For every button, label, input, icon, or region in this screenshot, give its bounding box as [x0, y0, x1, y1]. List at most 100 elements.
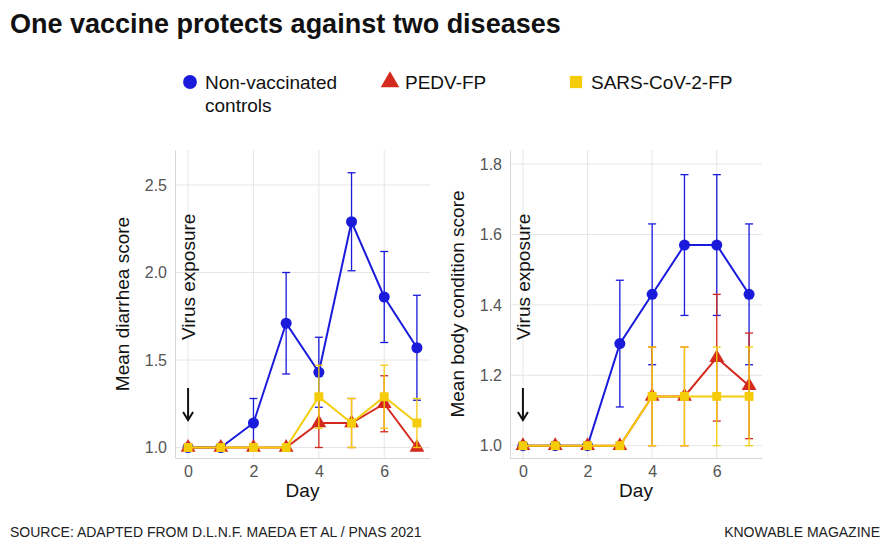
error-bar-cap	[680, 174, 688, 175]
marker	[680, 392, 689, 401]
error-bar-cap	[745, 332, 753, 333]
y-axis-title: Mean body condition score	[447, 190, 468, 417]
y-axis: 1.01.21.41.61.8	[480, 151, 511, 459]
y-tick: 2.0	[145, 264, 175, 281]
error-bar-cap	[315, 428, 323, 429]
title: One vaccine protects against two disease…	[10, 9, 561, 39]
marker	[380, 392, 389, 401]
y-tick: 1.2	[480, 367, 510, 384]
error-bar-cap	[745, 346, 753, 347]
x-tick: 4	[648, 458, 657, 480]
grid-line-y	[510, 375, 762, 376]
x-axis-line	[511, 458, 763, 459]
marker	[314, 392, 323, 401]
marker	[411, 342, 422, 353]
annotation: Virus exposure	[513, 214, 534, 420]
y-tick-label: 1.2	[480, 367, 502, 384]
legend-swatch	[381, 71, 400, 87]
panel: 02461.01.52.02.5DayMean diarrhea scoreVi…	[112, 150, 431, 501]
grid-line-x	[253, 150, 254, 458]
marker	[615, 441, 624, 450]
series-line	[188, 397, 417, 448]
legend-label: PEDV-FP	[405, 72, 486, 93]
y-tick: 1.0	[480, 437, 510, 454]
marker	[246, 439, 261, 452]
plot-area	[516, 175, 757, 452]
x-tick-label: 2	[250, 463, 259, 480]
x-tick: 6	[380, 458, 389, 480]
error-bar-cap	[680, 346, 688, 347]
marker	[744, 289, 755, 300]
y-tick-label: 1.0	[145, 439, 167, 456]
error-bar	[315, 365, 323, 428]
y-tick-label: 1.4	[480, 297, 502, 314]
marker	[412, 419, 421, 428]
marker	[548, 437, 563, 450]
grid-line-y	[175, 272, 430, 273]
error-bar-cap	[745, 445, 753, 446]
marker	[550, 440, 561, 451]
grid-line-x	[652, 150, 653, 458]
y-tick: 1.5	[145, 352, 175, 369]
grid	[175, 150, 430, 458]
error-bar-cap	[315, 447, 323, 448]
annotation-arrow	[522, 388, 524, 418]
error-bar-cap	[380, 431, 388, 432]
error-bar-cap	[348, 398, 356, 399]
annotation-text: Virus exposure	[178, 214, 199, 340]
error-bar-cap	[380, 251, 388, 252]
series	[181, 376, 425, 452]
panel: 02461.01.21.41.61.8DayMean body conditio…	[447, 150, 763, 501]
error-bar	[745, 347, 753, 446]
marker	[648, 392, 657, 401]
background	[0, 0, 890, 548]
error-bar-cap	[648, 346, 656, 347]
series	[184, 365, 422, 452]
legend-item: Non-vaccinatedcontrols	[183, 72, 337, 116]
error-bar-cap	[713, 346, 721, 347]
error-bar-cap	[616, 280, 624, 281]
legend-item: PEDV-FP	[381, 71, 487, 93]
credit: KNOWABLE MAGAZINE	[724, 524, 880, 540]
x-axis: 0246	[511, 458, 763, 480]
error-bar-cap	[648, 445, 656, 446]
y-axis: 1.0 1.5 2.0 2.5	[145, 151, 176, 459]
y-tick: 1.0	[145, 439, 175, 456]
marker	[215, 442, 226, 453]
marker	[712, 392, 721, 401]
x-tick-label: 6	[380, 463, 389, 480]
x-tick: 6	[713, 458, 722, 480]
error-bar	[680, 347, 688, 446]
marker	[184, 443, 193, 452]
error-bar-cap	[282, 373, 290, 374]
error-bar-cap	[348, 447, 356, 448]
annotation: Virus exposure	[178, 214, 199, 420]
annotation-arrowhead	[518, 412, 528, 420]
error-bar-cap	[315, 365, 323, 366]
series	[183, 173, 423, 453]
marker	[583, 441, 592, 450]
error-bar-cap	[413, 295, 421, 296]
marker	[518, 441, 527, 450]
x-axis-title: Day	[619, 480, 653, 501]
plot-area	[181, 173, 425, 453]
x-tick-label: 4	[648, 463, 657, 480]
error-bar-cap	[745, 223, 753, 224]
marker	[213, 439, 228, 452]
annotation-arrowhead	[183, 412, 193, 420]
legend-label: Non-vaccinatedcontrols	[205, 72, 337, 116]
series	[517, 175, 754, 452]
marker	[551, 441, 560, 450]
x-tick-label: 4	[315, 463, 324, 480]
grid-line-y	[175, 360, 430, 361]
marker	[745, 392, 754, 401]
error-bar-cap	[282, 272, 290, 273]
error-bar-cap	[680, 445, 688, 446]
marker	[216, 443, 225, 452]
y-tick-label: 2.5	[145, 177, 167, 194]
marker	[249, 443, 258, 452]
legend-swatch	[183, 75, 197, 89]
x-tick: 0	[519, 458, 528, 480]
marker	[517, 440, 528, 451]
error-bar	[380, 365, 388, 428]
